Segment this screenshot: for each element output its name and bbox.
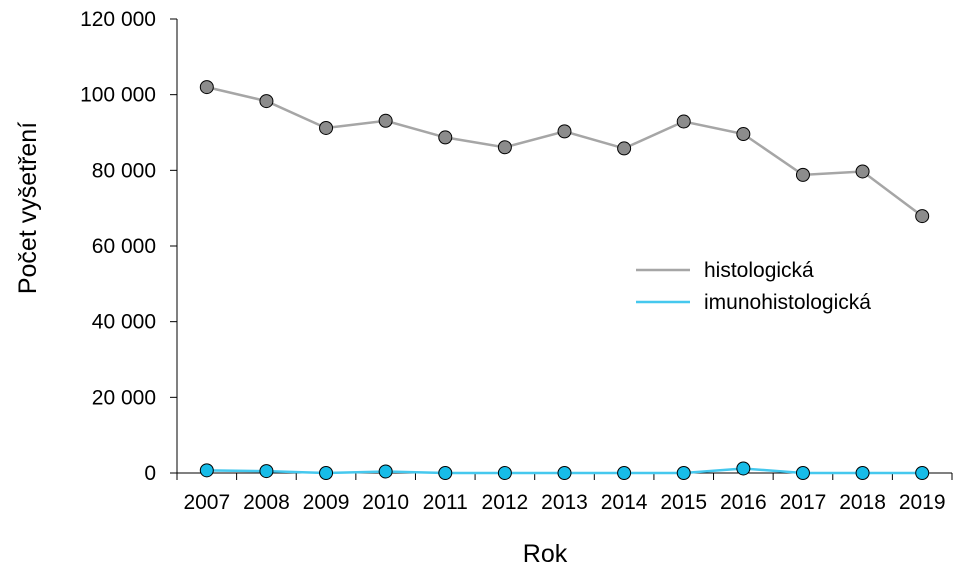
data-point bbox=[438, 466, 453, 480]
legend-label: imunohistologická bbox=[704, 291, 871, 314]
series-line bbox=[206, 85, 923, 218]
legend-label: histologická bbox=[704, 259, 814, 282]
data-point bbox=[319, 466, 334, 480]
data-point bbox=[855, 466, 870, 480]
x-tick-label: 2015 bbox=[660, 491, 707, 514]
data-point bbox=[259, 464, 274, 479]
x-tick-label: 2013 bbox=[541, 491, 588, 514]
data-point bbox=[795, 167, 810, 182]
data-point bbox=[497, 466, 512, 480]
x-tick-label: 2009 bbox=[303, 491, 350, 514]
y-axis-ticks: 0 20 000 40 000 60 000 80 000 100 000 120 000 bbox=[80, 8, 177, 485]
y-tick-label: 40 000 bbox=[92, 311, 156, 334]
x-axis-ticks: 2007 2008 2009 2010 2011 2012 2013 2014 2015 2016… bbox=[176, 473, 953, 514]
data-point bbox=[319, 120, 334, 135]
data-point bbox=[617, 466, 632, 480]
x-tick-label: 2014 bbox=[601, 491, 648, 514]
data-point bbox=[199, 463, 214, 478]
data-point bbox=[676, 466, 691, 480]
data-point bbox=[855, 164, 870, 179]
x-axis-title: Rok bbox=[523, 540, 568, 568]
data-point bbox=[378, 113, 393, 128]
data-point bbox=[199, 80, 214, 95]
data-point bbox=[557, 124, 572, 139]
x-tick-label: 2007 bbox=[183, 491, 230, 514]
series-layer bbox=[199, 80, 930, 480]
y-tick-label: 60 000 bbox=[92, 235, 156, 258]
data-point bbox=[259, 94, 274, 109]
x-tick-label: 2010 bbox=[362, 491, 409, 514]
series-1 bbox=[199, 80, 930, 224]
data-point bbox=[617, 141, 632, 156]
x-tick-label: 2017 bbox=[780, 491, 827, 514]
legend-item: histologická bbox=[636, 259, 814, 282]
legend: histologická imunohistologická bbox=[636, 259, 871, 314]
y-tick-label: 100 000 bbox=[80, 84, 156, 107]
axes bbox=[176, 19, 952, 474]
y-tick-label: 80 000 bbox=[92, 159, 156, 182]
data-point bbox=[736, 461, 751, 476]
y-tick-label: 120 000 bbox=[80, 8, 156, 31]
x-tick-label: 2012 bbox=[482, 491, 529, 514]
series-2 bbox=[199, 461, 930, 480]
data-point bbox=[736, 127, 751, 142]
data-point bbox=[915, 466, 930, 480]
data-point bbox=[438, 130, 453, 145]
legend-item: imunohistologická bbox=[636, 291, 871, 314]
x-tick-label: 2018 bbox=[839, 491, 886, 514]
x-tick-label: 2011 bbox=[423, 491, 468, 514]
data-point bbox=[497, 140, 512, 155]
data-point bbox=[676, 114, 691, 129]
x-tick-label: 2008 bbox=[243, 491, 290, 514]
data-point bbox=[915, 209, 930, 224]
x-tick-label: 2019 bbox=[899, 491, 946, 514]
data-point bbox=[795, 466, 810, 480]
x-tick-label: 2016 bbox=[720, 491, 767, 514]
y-tick-label: 0 bbox=[144, 462, 156, 485]
data-point bbox=[557, 466, 572, 480]
data-point bbox=[378, 464, 393, 479]
y-axis-title: Počet vyšetření bbox=[14, 122, 42, 294]
y-tick-label: 20 000 bbox=[92, 386, 156, 409]
